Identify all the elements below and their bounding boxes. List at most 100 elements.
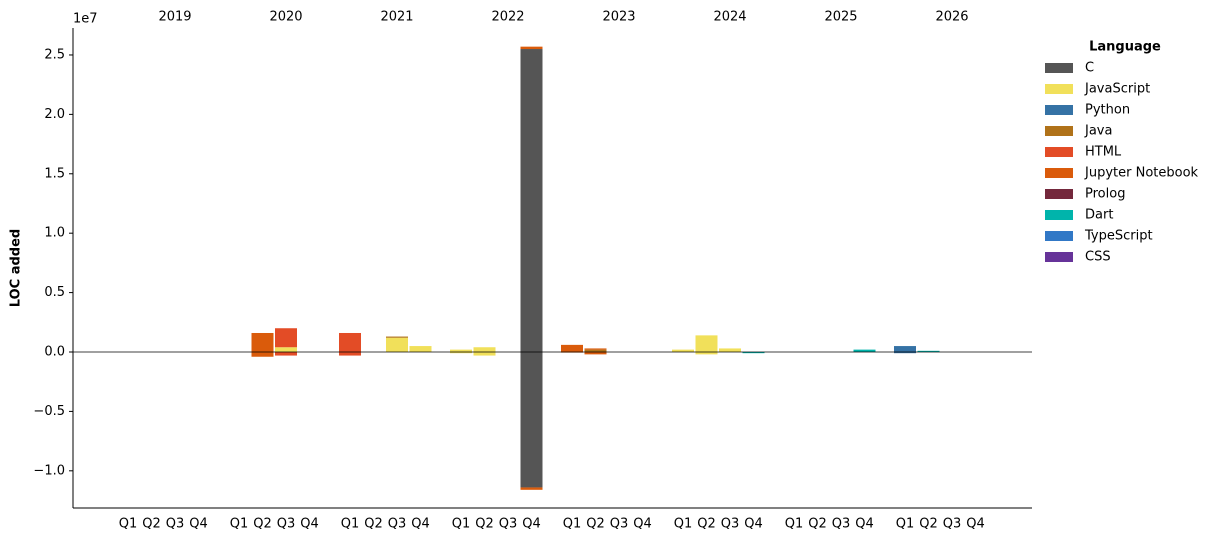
x-tick-label: Q2	[586, 517, 605, 532]
bar-segment	[520, 46, 543, 50]
bar-segment	[584, 349, 607, 352]
x-tick-label: Q1	[896, 517, 915, 532]
bar-segment	[386, 336, 408, 338]
x-tick-label: Q2	[475, 517, 494, 532]
bar-segment-removed	[251, 352, 274, 357]
bar-segment	[894, 346, 916, 352]
y-tick-label: 2.0	[44, 107, 65, 122]
x-tick-label: Q4	[966, 517, 985, 532]
bar-segment-removed	[695, 352, 718, 355]
bar-segment-removed	[894, 352, 916, 354]
legend-swatch	[1045, 63, 1073, 73]
legend-swatch	[1045, 126, 1073, 136]
x-tick-label: Q2	[364, 517, 383, 532]
legend-label: C	[1085, 61, 1094, 76]
year-label: 2021	[380, 10, 413, 25]
bar-segment-removed	[339, 352, 361, 356]
x-tick-label: Q3	[277, 517, 296, 532]
legend-label: Jupyter Notebook	[1084, 166, 1199, 181]
x-tick-label: Q4	[522, 517, 541, 532]
x-tick-label: Q2	[919, 517, 938, 532]
bar-segment-removed	[473, 352, 496, 356]
x-tick-label: Q4	[855, 517, 874, 532]
x-tick-label: Q1	[563, 517, 582, 532]
y-tick-label: 0.0	[44, 345, 65, 360]
bar-segment	[853, 349, 876, 352]
x-tick-label: Q3	[499, 517, 518, 532]
x-tick-label: Q4	[744, 517, 763, 532]
bar-segment	[251, 332, 274, 352]
bar-segment-removed	[584, 352, 607, 355]
year-label: 2019	[158, 10, 191, 25]
bar-segment	[450, 349, 472, 352]
legend-label: TypeScript	[1084, 229, 1153, 244]
x-tick-label: Q4	[300, 517, 319, 532]
x-tick-label: Q2	[253, 517, 272, 532]
x-tick-label: Q1	[674, 517, 693, 532]
bar-segment	[275, 347, 297, 352]
legend-swatch	[1045, 189, 1073, 199]
bar-segment	[695, 335, 718, 352]
y-tick-label: 2.5	[44, 47, 65, 62]
x-tick-label: Q3	[943, 517, 962, 532]
x-tick-label: Q3	[721, 517, 740, 532]
y-axis-label: LOC added	[9, 229, 24, 307]
bar-segment	[473, 347, 496, 352]
y-offset-label: 1e7	[73, 12, 98, 27]
x-tick-label: Q3	[610, 517, 629, 532]
bar-segment	[584, 348, 607, 350]
legend-label: Prolog	[1085, 187, 1125, 202]
bar-segment	[520, 49, 543, 353]
legend-swatch	[1045, 105, 1073, 115]
x-tick-label: Q1	[119, 517, 138, 532]
year-label: 2023	[602, 10, 635, 25]
x-tick-label: Q2	[142, 517, 161, 532]
year-label: 2022	[491, 10, 524, 25]
x-tick-label: Q3	[166, 517, 185, 532]
bar-segment	[672, 349, 694, 352]
legend-label: CSS	[1085, 250, 1111, 265]
x-tick-label: Q1	[785, 517, 804, 532]
x-tick-label: Q1	[230, 517, 249, 532]
legend-label: JavaScript	[1084, 82, 1150, 97]
bar-segment	[917, 350, 940, 352]
year-label: 2025	[824, 10, 857, 25]
x-tick-label: Q4	[633, 517, 652, 532]
legend-label: Dart	[1085, 208, 1113, 223]
legend-swatch	[1045, 210, 1073, 220]
year-label: 2024	[713, 10, 746, 25]
legend-swatch	[1045, 147, 1073, 157]
bar-segment-removed	[742, 352, 765, 354]
bar-segment	[339, 332, 361, 352]
x-tick-label: Q3	[388, 517, 407, 532]
legend-title: Language	[1089, 40, 1161, 55]
x-tick-label: Q4	[411, 517, 430, 532]
year-label: 2020	[269, 10, 302, 25]
bar-segment-removed	[275, 352, 297, 356]
bar-segment-removed	[520, 487, 543, 490]
y-tick-label: 0.5	[44, 285, 65, 300]
legend-swatch	[1045, 252, 1073, 262]
legend-swatch	[1045, 168, 1073, 178]
x-tick-label: Q1	[341, 517, 360, 532]
bar-segment	[386, 337, 408, 352]
bar-segment	[719, 348, 741, 352]
bar-segment-removed	[520, 352, 543, 488]
y-tick-label: −1.0	[33, 463, 65, 478]
legend-swatch	[1045, 231, 1073, 241]
x-tick-label: Q3	[832, 517, 851, 532]
legend-label: Java	[1084, 124, 1112, 139]
bar-segment	[409, 346, 432, 352]
y-tick-label: 1.0	[44, 226, 65, 241]
bar-segment	[275, 328, 297, 348]
x-tick-label: Q1	[452, 517, 471, 532]
y-tick-label: −0.5	[33, 404, 65, 419]
legend-label: HTML	[1085, 145, 1122, 160]
x-tick-label: Q2	[697, 517, 716, 532]
legend-swatch	[1045, 84, 1073, 94]
x-tick-label: Q2	[808, 517, 827, 532]
x-tick-label: Q4	[189, 517, 208, 532]
bar-segment-removed	[450, 352, 472, 354]
y-tick-label: 1.5	[44, 166, 65, 181]
